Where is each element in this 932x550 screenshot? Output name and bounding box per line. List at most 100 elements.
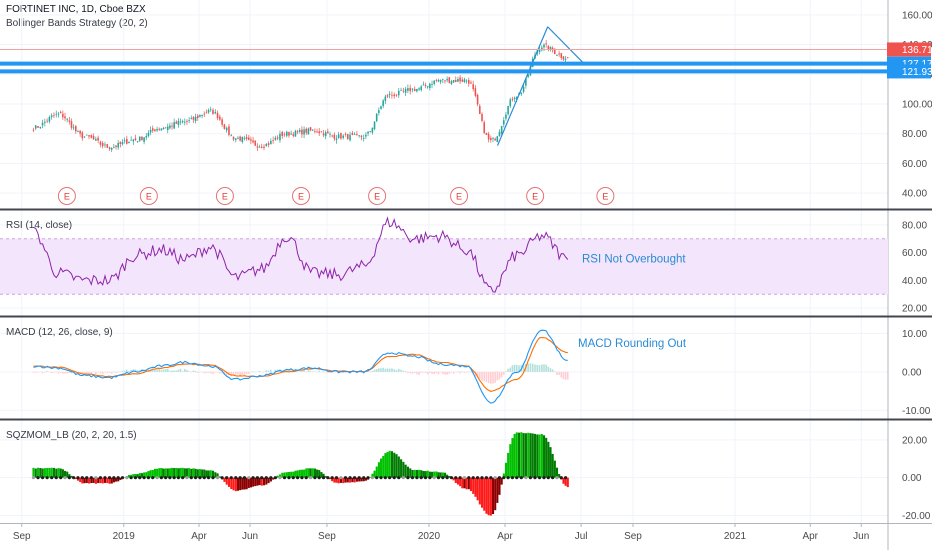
candle xyxy=(85,134,88,136)
candle xyxy=(498,129,501,137)
macd-hist-bar xyxy=(382,367,384,372)
sqz-bar xyxy=(346,477,349,483)
sqz-bar xyxy=(337,477,340,484)
sqz-bar xyxy=(536,434,539,478)
candle xyxy=(121,139,124,146)
sqz-bar xyxy=(371,473,374,478)
candle xyxy=(558,50,560,57)
macd-hist-bar xyxy=(513,364,516,372)
candle xyxy=(556,54,558,56)
macd-hist-bar xyxy=(536,364,539,372)
candle xyxy=(250,136,252,145)
sqz-bar xyxy=(402,461,405,478)
macd-hist-bar xyxy=(558,371,560,375)
sqz-bar xyxy=(409,468,412,478)
macd-hist-bar xyxy=(322,371,325,373)
macd-hist-bar xyxy=(160,370,163,372)
candle xyxy=(388,91,391,99)
macd-hist-bar xyxy=(301,370,303,372)
earnings-marker[interactable]: E xyxy=(368,187,387,205)
rsi-annotation[interactable]: RSI Not Overbought xyxy=(582,253,686,265)
candle xyxy=(356,130,358,136)
y-tick-label: 10.00 xyxy=(902,329,927,340)
sqz-bar xyxy=(375,466,378,478)
sqz-bar xyxy=(531,433,534,478)
macd-hist-bar xyxy=(465,371,468,373)
macd-hist-bar xyxy=(250,371,252,373)
candle xyxy=(487,131,490,143)
macd-hist-bar xyxy=(66,371,68,374)
macd-hist-bar xyxy=(459,371,461,374)
rsi-label: RSI (14, close) xyxy=(6,220,72,231)
sqz-bar xyxy=(502,473,505,478)
sqz-bar xyxy=(369,476,372,478)
rising-trendline[interactable] xyxy=(496,26,549,146)
sqz-bar xyxy=(342,477,345,484)
macd-hist-bar xyxy=(386,368,389,372)
candle xyxy=(106,143,109,148)
macd-hist-bar xyxy=(487,371,490,384)
macd-hist-bar xyxy=(55,371,58,373)
macd-hist-bar xyxy=(329,371,331,373)
macd-hist-bar xyxy=(411,371,414,374)
sqz-bar xyxy=(358,477,361,482)
macd-hist-bar xyxy=(99,371,102,374)
candle xyxy=(164,127,167,129)
earnings-marker[interactable]: E xyxy=(292,187,311,205)
macd-hist-bar xyxy=(551,369,554,372)
macd-hist-bar xyxy=(384,368,387,372)
sqz-bar xyxy=(489,477,492,516)
sqz-bar xyxy=(183,468,186,478)
sqz-bar xyxy=(92,477,95,483)
candle xyxy=(435,78,438,83)
macd-hist-bar xyxy=(467,371,470,373)
macd-hist-bar xyxy=(442,371,444,375)
sqz-bar xyxy=(311,468,314,478)
earnings-marker[interactable]: E xyxy=(215,187,234,205)
candle xyxy=(292,132,295,138)
y-tick-label: -10.00 xyxy=(902,406,931,417)
sqz-bar xyxy=(415,469,418,478)
candle xyxy=(145,133,148,141)
macd-hist-bar xyxy=(265,370,268,372)
candle xyxy=(64,112,66,122)
earnings-marker[interactable]: E xyxy=(526,187,545,205)
macd-hist-bar xyxy=(154,370,156,372)
sqz-bar xyxy=(110,477,113,484)
sqz-bar xyxy=(134,473,137,478)
sqz-bar xyxy=(422,470,425,478)
candle xyxy=(316,128,318,133)
candle xyxy=(369,131,372,133)
earnings-marker[interactable]: E xyxy=(450,187,469,205)
earnings-marker[interactable]: E xyxy=(139,187,158,205)
earnings-marker[interactable]: E xyxy=(57,187,76,205)
earnings-marker[interactable]: E xyxy=(596,187,615,205)
sqz-bar xyxy=(494,477,497,511)
macd-hist-bar xyxy=(214,371,217,373)
candle xyxy=(32,127,35,133)
candle xyxy=(494,137,496,141)
falling-trendline[interactable] xyxy=(547,26,584,63)
sqz-bar xyxy=(256,477,259,486)
macd-hist-bar xyxy=(311,371,314,373)
indicator-label: Bollinger Bands Strategy (20, 2) xyxy=(6,18,148,29)
macd-hist-bar xyxy=(424,371,427,373)
sqz-bar xyxy=(393,452,396,478)
macd-hist-bar xyxy=(522,363,525,372)
sqz-bar xyxy=(448,476,451,478)
candle xyxy=(57,111,60,118)
sqz-bar xyxy=(162,468,165,478)
macd-hist-bar xyxy=(186,370,188,372)
sqz-bar xyxy=(287,471,291,478)
x-tick-label: Jun xyxy=(853,531,869,542)
sqz-bar xyxy=(364,477,367,481)
macd-hist-bar xyxy=(81,371,84,374)
sqz-bar xyxy=(487,477,490,516)
y-tick-label: 0.00 xyxy=(902,367,922,378)
macd-hist-bar xyxy=(225,371,228,376)
sqz-bar xyxy=(205,470,208,478)
macd-annotation[interactable]: MACD Rounding Out xyxy=(578,338,687,350)
sqz-bar xyxy=(520,432,523,478)
macd-hist-bar xyxy=(104,371,106,373)
